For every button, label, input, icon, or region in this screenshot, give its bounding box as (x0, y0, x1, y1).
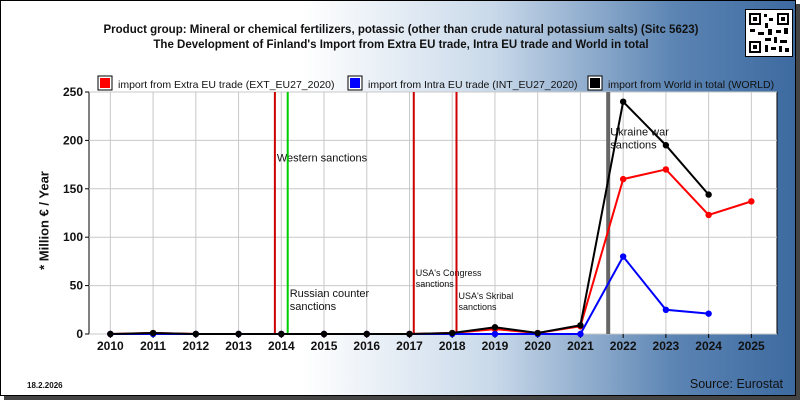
data-point (705, 191, 712, 198)
y-tick-label: 150 (63, 182, 83, 196)
x-tick-label: 2021 (567, 339, 594, 353)
data-point (406, 330, 413, 338)
event-label: Western sanctions (277, 153, 368, 165)
data-point (491, 330, 499, 338)
source-label: Source: Eurostat (689, 377, 783, 391)
x-tick-label: 2014 (268, 339, 295, 353)
data-point (192, 330, 200, 338)
x-tick-label: 2022 (610, 339, 637, 353)
x-tick-label: 2016 (353, 339, 380, 353)
legend-label: import from Intra EU trade (INT_EU27_202… (368, 79, 578, 91)
event-label: USA's Skribal sanctions (459, 291, 514, 312)
x-tick-label: 2012 (182, 339, 209, 353)
legend-swatch (100, 78, 110, 88)
data-point (149, 329, 157, 337)
data-point (619, 175, 627, 183)
title-line-2: The Development of Finland's Import from… (153, 39, 649, 51)
title-line-1: Product group: Mineral or chemical ferti… (103, 24, 699, 36)
data-point (320, 330, 328, 338)
x-tick-label: 2018 (439, 339, 466, 353)
x-tick-label: 2013 (225, 339, 252, 353)
legend-swatch (590, 78, 600, 88)
data-point (662, 142, 670, 149)
y-tick-label: 50 (70, 279, 84, 293)
data-point (107, 330, 114, 338)
x-tick-label: 2020 (524, 339, 551, 353)
y-tick-label: 100 (63, 230, 83, 244)
data-point (748, 198, 755, 205)
date-label: 18.2.2026 (27, 381, 63, 390)
x-tick-label: 2017 (396, 339, 423, 353)
data-point (705, 310, 712, 317)
data-point (449, 329, 456, 337)
data-point (705, 211, 712, 219)
data-point (662, 166, 670, 173)
event-label: Ukraine war sanctions (610, 127, 669, 152)
data-point (534, 329, 541, 337)
qr-code-icon (745, 9, 793, 57)
data-point (662, 306, 670, 313)
data-point (278, 330, 285, 338)
plot-area (88, 91, 778, 335)
legend-label: import from World in total (WORLD) (608, 79, 774, 91)
y-tick-label: 0 (76, 327, 83, 341)
x-tick-label: 2010 (97, 339, 124, 353)
chart-title: Product group: Mineral or chemical ferti… (1, 23, 800, 53)
data-point (619, 253, 627, 260)
data-point (619, 98, 627, 105)
y-tick-label: 200 (63, 133, 83, 147)
x-tick-label: 2024 (695, 339, 722, 353)
data-point (363, 330, 370, 338)
data-point (577, 322, 584, 329)
x-tick-label: 2025 (738, 339, 765, 353)
x-tick-label: 2011 (140, 339, 166, 353)
data-point (235, 330, 242, 338)
event-label: USA's Congress sanctions (416, 268, 482, 289)
x-tick-label: 2023 (653, 339, 680, 353)
data-point (577, 330, 584, 338)
legend-label: import from Extra EU trade (EXT_EU27_202… (118, 79, 335, 91)
data-point (491, 324, 499, 331)
legend-swatch (350, 78, 360, 88)
x-tick-label: 2019 (482, 339, 509, 353)
event-label: Russian counter sanctions (290, 288, 370, 313)
y-tick-label: 250 (63, 85, 83, 99)
x-tick-label: 2015 (311, 339, 338, 353)
